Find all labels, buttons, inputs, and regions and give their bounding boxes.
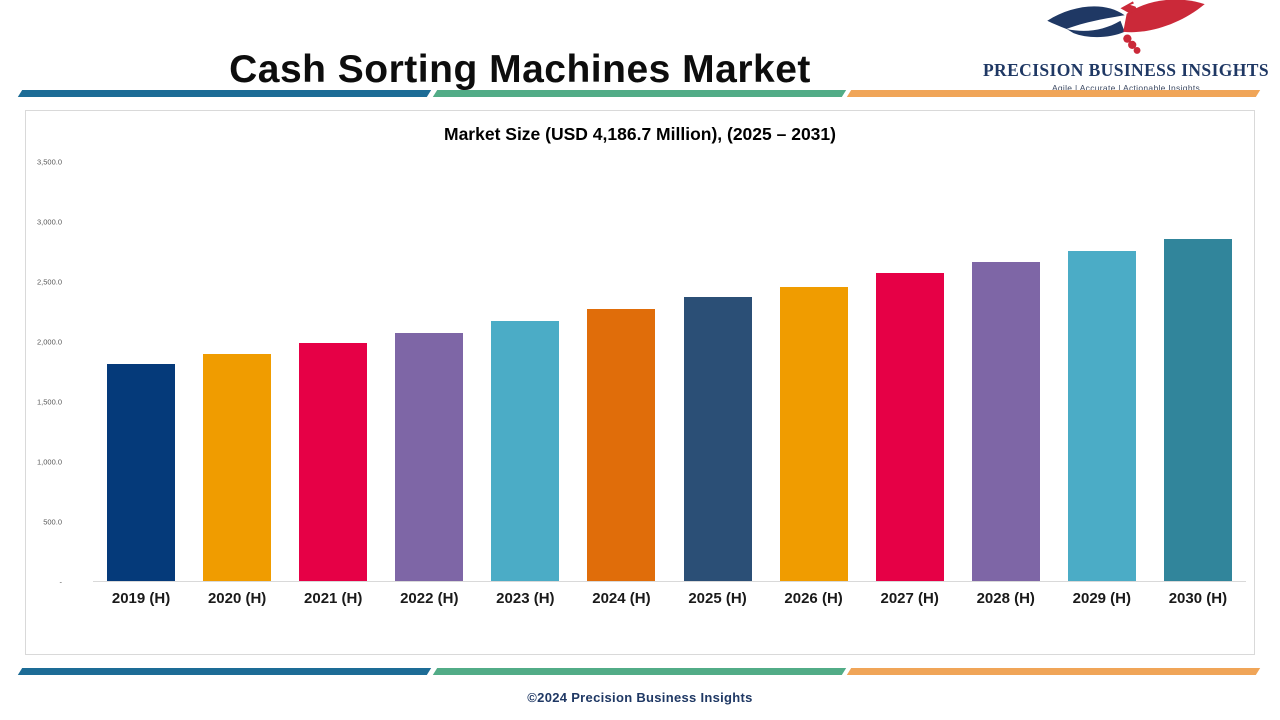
divider-segment-orange (847, 90, 1261, 97)
bar-column (1150, 162, 1246, 581)
divider-segment-orange (847, 668, 1261, 675)
divider-segment-green (432, 668, 846, 675)
y-tick-label: 3,500.0 (36, 157, 62, 167)
bar-column (381, 162, 477, 581)
x-axis-label: 2028 (H) (976, 590, 1035, 607)
bar-column (1054, 162, 1150, 581)
page-title: Cash Sorting Machines Market (229, 48, 811, 92)
x-axis-label: 2022 (H) (400, 590, 459, 607)
bar-2019 (107, 364, 176, 581)
bar-column (477, 162, 573, 581)
bar-column (93, 162, 189, 581)
bar-column (189, 162, 285, 581)
bar-2027 (875, 273, 944, 581)
chart-title: Market Size (USD 4,186.7 Million), (2025… (444, 124, 836, 144)
bar-2024 (587, 309, 656, 581)
x-axis-label: 2023 (H) (496, 590, 555, 607)
bar-2022 (395, 332, 464, 581)
bar-2029 (1067, 250, 1136, 581)
bar-column (669, 162, 765, 581)
bar-2023 (491, 321, 560, 581)
bar-column (862, 162, 958, 581)
x-axis-label: 2029 (H) (1072, 590, 1131, 607)
plot-area: 3,500.0 3,000.0 2,500.0 2,000.0 1,500.0 1,000… (37, 158, 1246, 587)
x-axis-label: 2026 (H) (784, 590, 843, 607)
x-axis-label: 2020 (H) (207, 590, 267, 607)
pbi-eagle-logo-icon (1047, 0, 1205, 54)
bar-column (573, 162, 669, 581)
y-tick-label: 500.0 (43, 517, 62, 527)
divider-segment-blue (17, 668, 431, 675)
bar-column (766, 162, 862, 581)
bar-2030 (1163, 238, 1232, 581)
bars-region (93, 162, 1246, 582)
bar-2021 (299, 343, 368, 581)
y-tick-label: 1,500.0 (36, 397, 62, 407)
y-tick-label: 3,000.0 (36, 217, 62, 227)
bar-2020 (203, 353, 272, 581)
logo-name: PRECISION BUSINESS INSIGHTS (982, 60, 1270, 80)
y-tick-label: 1,000.0 (36, 457, 62, 467)
bar-column (958, 162, 1054, 581)
x-axis-label: 2030 (H) (1168, 590, 1228, 607)
x-axis-label: 2019 (H) (111, 590, 171, 607)
logo-tagline: Agile | Accurate | Actionable Insights (1051, 83, 1201, 93)
x-axis: 2019 (H) 2020 (H) 2021 (H) 2022 (H) 2023 (H)… (93, 590, 1246, 607)
x-axis-label: 2027 (H) (880, 590, 939, 607)
x-axis-label: 2021 (H) (304, 590, 363, 607)
chart-card: Market Size (USD 4,186.7 Million), (2025… (25, 110, 1255, 655)
bar-2026 (779, 286, 848, 581)
bar-2025 (683, 297, 752, 581)
bar-2028 (971, 261, 1040, 581)
footer-copyright: ©2024 Precision Business Insights (527, 690, 753, 705)
x-axis-label: 2025 (H) (688, 590, 747, 607)
y-tick-label: - (59, 577, 63, 587)
bar-column (285, 162, 381, 581)
top-divider (17, 90, 1261, 97)
y-tick-label: 2,000.0 (36, 337, 62, 347)
bottom-divider (17, 668, 1261, 675)
pbi-logo: PRECISION BUSINESS INSIGHTS Agile | Accu… (980, 0, 1272, 93)
y-tick-label: 2,500.0 (36, 277, 62, 287)
divider-segment-blue (17, 90, 431, 97)
x-axis-label: 2024 (H) (592, 590, 651, 607)
divider-segment-green (432, 90, 846, 97)
